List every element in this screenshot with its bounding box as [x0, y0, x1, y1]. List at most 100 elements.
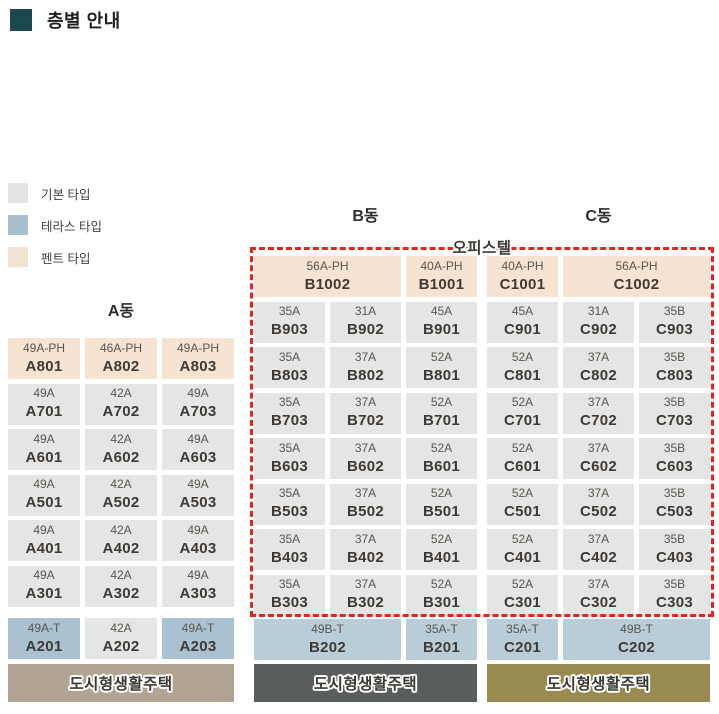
- unit-type-label: 37A: [354, 531, 377, 546]
- unit-cell-A701: 49A A701: [8, 383, 80, 425]
- unit-cell-A801: 49A-PH A801: [8, 338, 80, 379]
- unit-type-label: 52A: [511, 531, 534, 546]
- unit-number-label: A201: [25, 637, 63, 655]
- legend-item-basic: 기본 타입: [8, 183, 102, 203]
- unit-type-label: 35B: [663, 486, 686, 501]
- unit-cell-B603: 35A B603: [254, 438, 325, 479]
- unit-type-label: 52A: [511, 349, 534, 364]
- unit-number-label: C201: [503, 638, 542, 656]
- unit-type-label: 35B: [663, 531, 686, 546]
- unit-number-label: A802: [102, 357, 140, 375]
- unit-cell-C1002: 56A-PH C1002: [563, 256, 710, 297]
- unit-number-label: C302: [579, 594, 618, 612]
- legend-label-basic: 기본 타입: [41, 187, 91, 202]
- unit-number-label: B803: [270, 366, 309, 384]
- unit-cell-C201: 35A-T C201: [487, 619, 558, 660]
- unit-type-label: 37A: [587, 486, 610, 501]
- unit-type-label: 35B: [663, 349, 686, 364]
- unit-type-label: 52A: [511, 440, 534, 455]
- building-a-bar-label: 도시형생활주택: [69, 676, 173, 693]
- legend-swatch-pent: [8, 247, 28, 267]
- unit-type-label: 31A: [587, 304, 610, 319]
- unit-number-label: A602: [102, 448, 140, 466]
- unit-cell-B901: 45A B901: [406, 301, 477, 343]
- unit-number-label: C401: [503, 548, 542, 566]
- unit-type-label: 49A: [33, 386, 55, 401]
- page-title-text: 층별 안내: [47, 11, 121, 31]
- unit-number-label: C703: [655, 412, 694, 430]
- unit-number-label: C901: [503, 321, 542, 339]
- unit-cell-C602: 37A C602: [563, 438, 634, 479]
- unit-type-label: 35A: [278, 395, 301, 410]
- unit-type-label: 35A: [278, 486, 301, 501]
- unit-cell-C903: 35B C903: [639, 301, 710, 343]
- unit-number-label: A701: [25, 403, 63, 421]
- unit-number-label: C802: [579, 366, 618, 384]
- unit-number-label: B402: [346, 548, 385, 566]
- unit-type-label: 37A: [587, 349, 610, 364]
- unit-type-label: 35B: [663, 395, 686, 410]
- building-c-grid: 40A-PH C1001 56A-PH C1002 45A C901 31A C902 35B C…: [487, 256, 710, 616]
- unit-cell-A602: 42A A602: [85, 429, 157, 470]
- unit-type-label: 52A: [430, 577, 453, 592]
- unit-number-label: C903: [655, 321, 694, 339]
- unit-number-label: C303: [655, 594, 694, 612]
- unit-type-label: 46A-PH: [99, 340, 143, 355]
- title-square-icon: [10, 9, 37, 36]
- unit-number-label: A301: [25, 585, 63, 603]
- unit-type-label: 56A-PH: [615, 258, 658, 273]
- unit-type-label: 52A: [511, 577, 534, 592]
- unit-cell-B601: 52A B601: [406, 438, 477, 479]
- unit-cell-A502: 42A A502: [85, 474, 157, 516]
- unit-cell-C301: 52A C301: [487, 574, 558, 616]
- unit-number-label: C801: [503, 366, 542, 384]
- unit-number-label: A203: [179, 637, 217, 655]
- unit-type-label: 49A-T: [181, 620, 215, 635]
- legend-swatch-terrace: [8, 215, 28, 235]
- unit-number-label: B703: [270, 412, 309, 430]
- unit-cell-B803: 35A B803: [254, 347, 325, 388]
- building-c-bar-label: 도시형생활주택: [546, 676, 651, 693]
- unit-cell-C703: 35B C703: [639, 392, 710, 434]
- unit-number-label: A503: [179, 494, 217, 512]
- unit-number-label: A702: [102, 403, 140, 421]
- building-b-bar-label: 도시형생활주택: [313, 676, 418, 693]
- unit-type-label: 35B: [663, 577, 686, 592]
- unit-number-label: C601: [503, 457, 542, 475]
- unit-type-label: 35A-T: [425, 621, 458, 636]
- unit-number-label: B902: [346, 321, 385, 339]
- building-a-bottom-bar: 도시형생활주택: [8, 664, 234, 702]
- unit-number-label: C602: [579, 457, 618, 475]
- page-title: 층별 안내: [10, 7, 121, 36]
- unit-type-label: 49A: [187, 522, 209, 537]
- unit-type-label: 49A-PH: [176, 340, 220, 355]
- unit-cell-B503: 35A B503: [254, 483, 325, 525]
- unit-type-label: 49A-PH: [22, 340, 66, 355]
- unit-type-label: 37A: [587, 395, 610, 410]
- unit-number-label: A403: [179, 539, 217, 557]
- unit-type-label: 35A: [278, 577, 301, 592]
- unit-cell-B602: 37A B602: [330, 438, 401, 479]
- unit-cell-B903: 35A B903: [254, 301, 325, 343]
- building-a-grid: 49A-PH A801 46A-PH A802 49A-PH A803 49A A701 42A…: [8, 338, 234, 607]
- unit-type-label: 52A: [430, 440, 453, 455]
- unit-cell-C303: 35B C303: [639, 574, 710, 616]
- unit-number-label: C502: [579, 503, 618, 521]
- unit-type-label: 42A: [110, 477, 132, 492]
- unit-number-label: B603: [270, 457, 309, 475]
- unit-type-label: 37A: [587, 440, 610, 455]
- unit-type-label: 45A: [430, 304, 453, 319]
- unit-number-label: C803: [655, 366, 694, 384]
- unit-cell-B502: 37A B502: [330, 483, 401, 525]
- unit-cell-B201: 35A-T B201: [406, 619, 477, 660]
- unit-type-label: 49A: [33, 522, 55, 537]
- type-legend: 기본 타입 테라스 타입 펜트 타입: [8, 183, 102, 279]
- unit-cell-A301: 49A A301: [8, 565, 80, 607]
- unit-cell-B402: 37A B402: [330, 529, 401, 570]
- unit-number-label: B401: [422, 548, 461, 566]
- unit-cell-C402: 37A C402: [563, 529, 634, 570]
- unit-cell-A201: 49A-T A201: [8, 618, 80, 659]
- unit-number-label: A703: [179, 403, 217, 421]
- unit-cell-B303: 35A B303: [254, 574, 325, 616]
- unit-type-label: 52A: [430, 349, 453, 364]
